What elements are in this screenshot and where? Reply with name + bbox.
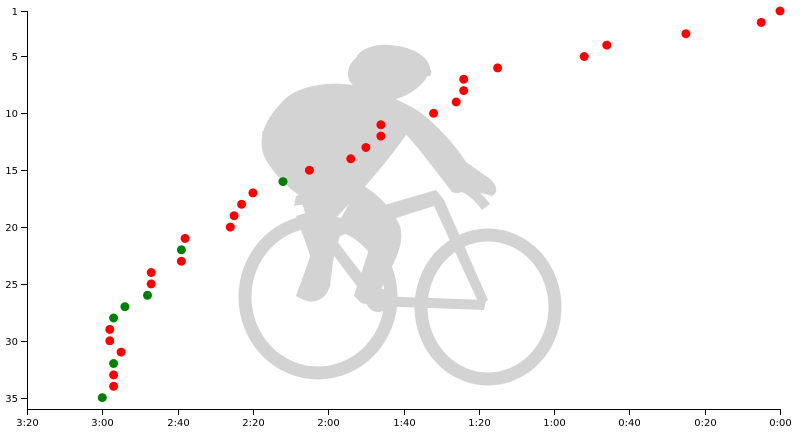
data-point [176,256,186,266]
y-tick-label: 15 [5,166,18,177]
data-point [756,17,766,27]
data-point [105,336,115,346]
x-tick-label: 3:20 [16,418,38,429]
x-tick-label: 2:00 [317,418,339,429]
data-point [97,393,107,403]
x-tick-label: 1:00 [543,418,565,429]
data-point [361,143,371,152]
data-point [346,154,356,164]
x-tick-label: 0:40 [618,418,640,429]
y-tick-label: 35 [5,394,18,405]
x-tick-label: 2:20 [242,418,264,429]
data-point [602,40,612,50]
data-point [116,347,126,357]
data-point [451,97,461,107]
data-point [459,74,469,84]
data-point [681,29,691,39]
data-point [109,313,119,323]
data-point [579,52,589,61]
x-tick-label: 1:40 [393,418,415,429]
data-point [229,211,239,221]
y-tick-label: 30 [5,337,18,348]
cyclist-icon [238,44,562,386]
data-point [143,290,152,300]
x-tick-label: 0:00 [769,418,791,429]
y-tick-label: 10 [5,109,18,120]
data-point [376,131,386,141]
data-point [278,177,288,187]
data-point [304,165,314,175]
x-tick-label: 0:20 [694,418,716,429]
data-point [429,108,439,118]
data-point [775,6,785,16]
x-axis: 3:20 3:00 2:40 2:20 2:00 1:40 1:20 1:00 0:40 0:20… [16,409,792,429]
data-point [248,188,258,198]
data-point [237,199,247,209]
y-tick-label: 25 [5,280,18,291]
data-point [109,359,119,368]
data-point [493,63,503,73]
x-tick-label: 1:20 [468,418,490,429]
data-point [120,302,130,312]
data-point [105,324,115,334]
data-point [376,120,386,130]
data-point [109,370,119,380]
data-point [146,268,156,277]
data-point [180,233,190,243]
y-tick-label: 5 [12,52,18,63]
data-points [97,6,785,403]
x-tick-label: 2:40 [167,418,189,429]
x-tick-label: 3:00 [91,418,113,429]
data-point [459,86,469,96]
data-point [225,222,235,232]
y-tick-label: 20 [5,223,18,234]
data-point [146,279,156,289]
y-tick-label: 1 [12,7,18,18]
data-point [109,381,119,391]
data-point [176,245,186,255]
